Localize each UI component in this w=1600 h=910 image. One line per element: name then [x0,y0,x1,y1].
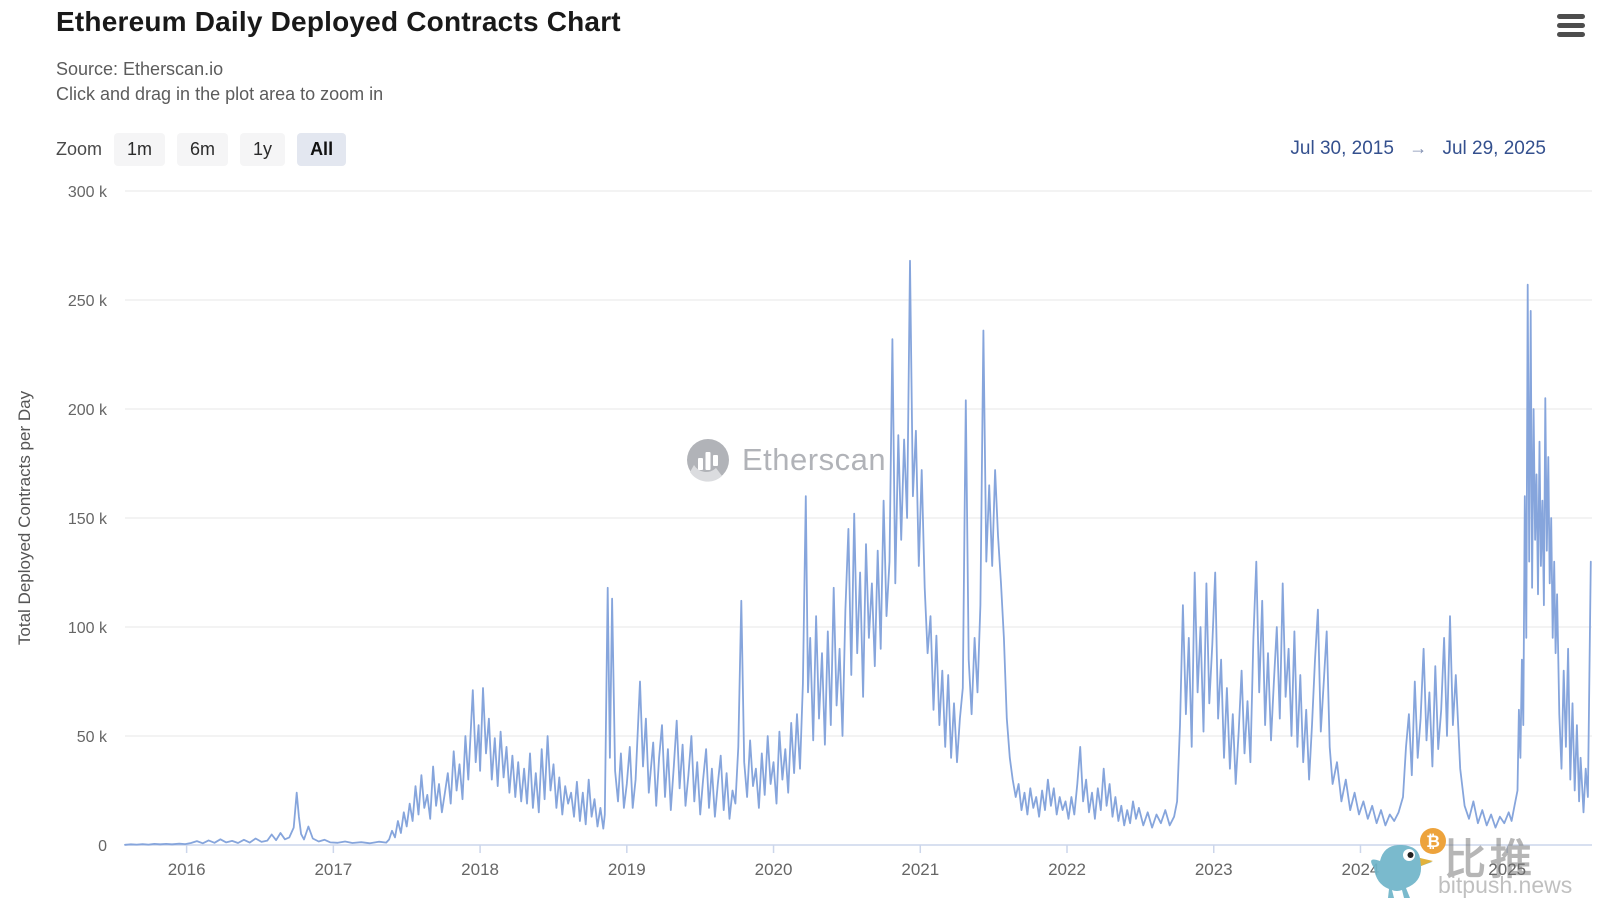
zoom-toolbar: Zoom 1m 6m 1y All [56,133,358,166]
deployed-contracts-series [124,259,1592,846]
zoom-button-all[interactable]: All [297,133,347,166]
zoom-button-1m[interactable]: 1m [114,133,166,166]
zoom-label: Zoom [56,139,103,159]
etherscan-watermark-text: Etherscan [742,442,887,477]
page-title: Ethereum Daily Deployed Contracts Chart [56,6,621,37]
y-axis-label: 300 k [68,184,108,201]
date-range: Jul 30, 2015 → Jul 29, 2025 [1290,138,1546,160]
zoom-button-1y[interactable]: 1y [240,133,286,166]
x-axis-label: 2024 [1342,860,1380,879]
y-axis-label: 50 k [77,729,108,746]
y-axis-label: 250 k [68,293,108,310]
zoom-button-6m[interactable]: 6m [177,133,229,166]
x-axis-label: 2022 [1048,860,1086,879]
y-axis-label: 0 [98,838,107,855]
range-end-date[interactable]: Jul 29, 2025 [1442,138,1546,159]
x-axis-label: 2021 [901,860,939,879]
x-axis-label: 2018 [461,860,499,879]
x-axis-label: 2023 [1195,860,1233,879]
chart-hint-subtitle: Click and drag in the plot area to zoom … [56,84,384,104]
context-menu-button[interactable] [1557,14,1585,41]
etherscan-logo-icon [687,439,729,482]
x-axis-label: 2019 [608,860,646,879]
range-start-date[interactable]: Jul 30, 2015 [1290,138,1394,159]
y-axis-label: 100 k [68,620,108,637]
x-axis-label: 2020 [755,860,793,879]
x-axis-label: 2016 [168,860,206,879]
hamburger-icon [1557,14,1585,19]
arrow-right-icon: → [1409,138,1428,158]
y-axis-title: Total Deployed Contracts per Day [15,390,34,645]
y-axis-label: 200 k [68,402,108,419]
y-axis-label: 150 k [68,511,108,528]
chart-source-subtitle: Source: Etherscan.io [56,59,224,79]
x-axis-label: 2017 [314,860,352,879]
etherscan-watermark: Etherscan [686,438,886,482]
x-axis-label: 2025 [1488,860,1526,879]
